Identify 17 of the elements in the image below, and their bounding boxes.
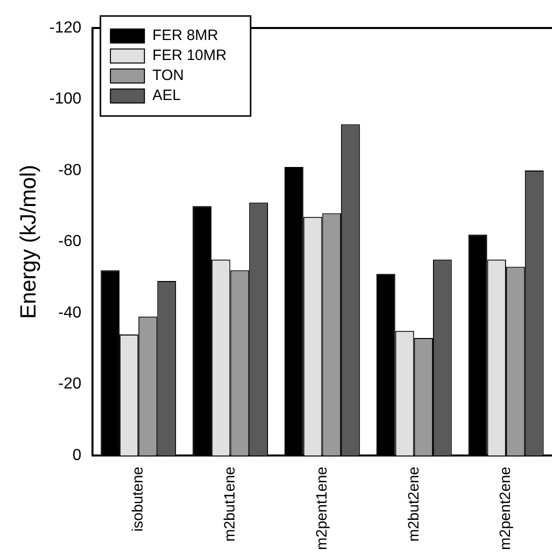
y-tick-label: -100 [49, 90, 82, 108]
y-tick-label: -40 [58, 304, 82, 322]
y-tick-label: -80 [58, 162, 82, 179]
x-tick-label: m2pent1ene [313, 466, 330, 550]
x-tick-label: m2pent2ene [497, 466, 514, 550]
y-tick-label: -120 [49, 19, 82, 36]
y-tick-label: -60 [58, 233, 82, 250]
legend-label: AEL [152, 87, 181, 104]
legend-label: TON [152, 67, 184, 84]
legend-label: FER 10MR [152, 47, 227, 64]
y-tick-label: -20 [58, 376, 82, 393]
legend-label: FER 8MR [152, 27, 218, 44]
y-tick-label: 0 [72, 447, 82, 464]
x-tick-label: m2but2ene [405, 466, 422, 542]
y-axis-title: Energy (kJ/mol) [15, 164, 40, 319]
x-tick-label: m2but1ene [221, 466, 238, 542]
x-tick-label: isobutene [130, 466, 147, 532]
